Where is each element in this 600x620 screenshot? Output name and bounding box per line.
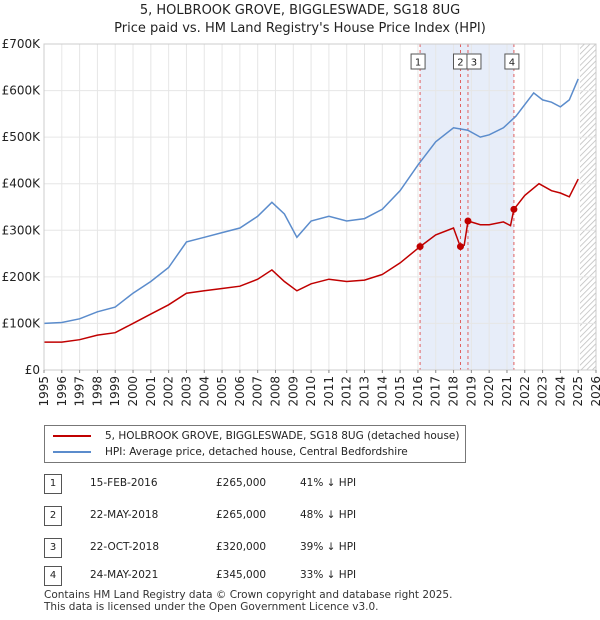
x-tick-label: 2013 xyxy=(358,376,372,407)
x-tick-label: 2016 xyxy=(411,376,425,407)
plot-area: 1 2 3 4 £0 £100K £200K £300K £400K £500K £600K £700… xyxy=(2,37,600,407)
transaction-date: 22-OCT-2018 xyxy=(90,541,159,553)
x-tick-label: 2006 xyxy=(233,376,247,407)
transaction-row: 4 24-MAY-2021 £345,000 33% ↓ HPI xyxy=(44,566,404,586)
y-tick-label: £300K xyxy=(2,223,42,237)
x-tick-label: 2023 xyxy=(536,376,550,407)
transaction-hpi: 39% ↓ HPI xyxy=(300,541,357,553)
hpi-line xyxy=(43,78,579,325)
sale-label-box xyxy=(410,53,426,70)
transaction-date: 24-MAY-2021 xyxy=(90,569,159,581)
transaction-date: 22-MAY-2018 xyxy=(90,509,159,521)
x-tick-label: 1998 xyxy=(90,376,104,407)
transaction-date: 15-FEB-2016 xyxy=(90,477,158,489)
transaction-number: 2 xyxy=(44,506,62,526)
ownership-span xyxy=(420,44,468,370)
x-tick-label: 2010 xyxy=(304,376,318,407)
y-tick-label: £100K xyxy=(2,316,42,330)
property-price-line xyxy=(44,178,579,343)
x-tick-label: 2004 xyxy=(197,376,211,407)
chart-title: 5, HOLBROOK GROVE, BIGGLESWADE, SG18 8UG xyxy=(140,3,460,18)
x-tick-label: 2024 xyxy=(553,376,567,407)
x-tick-label: 2002 xyxy=(162,376,176,407)
x-tick-label: 2007 xyxy=(251,376,265,407)
price-chart: 5, HOLBROOK GROVE, BIGGLESWADE, SG18 8UG… xyxy=(2,3,600,407)
x-tick-label: 1997 xyxy=(73,376,87,407)
projection-area xyxy=(579,44,596,370)
transaction-row: 1 15-FEB-2016 £265,000 41% ↓ HPI xyxy=(44,474,404,494)
x-tick-label: 2000 xyxy=(126,376,140,407)
sale-label-box xyxy=(466,53,482,70)
transaction-price: £265,000 xyxy=(216,477,267,489)
legend-item-property: 5, HOLBROOK GROVE, BIGGLESWADE, SG18 8UG… xyxy=(53,428,460,444)
x-tick-label: 2025 xyxy=(571,376,585,407)
legend-item-hpi: HPI: Average price, detached house, Cent… xyxy=(53,444,408,460)
transaction-row: 2 22-MAY-2018 £265,000 48% ↓ HPI xyxy=(44,506,404,526)
ownership-span xyxy=(467,44,514,370)
y-tick-label: £200K xyxy=(2,270,42,284)
x-tick-label: 2021 xyxy=(500,376,514,407)
sale-point xyxy=(464,217,472,225)
legend-label-property: 5, HOLBROOK GROVE, BIGGLESWADE, SG18 8UG… xyxy=(105,430,460,442)
x-tick-label: 2009 xyxy=(286,376,300,407)
x-tick-label: 2026 xyxy=(589,376,600,407)
y-tick-label: £700K xyxy=(2,37,42,51)
transaction-hpi: 33% ↓ HPI xyxy=(300,569,357,581)
x-tick-label: 2019 xyxy=(464,376,478,407)
x-tick-label: 2001 xyxy=(144,376,158,407)
transaction-price: £265,000 xyxy=(216,509,267,521)
footer-line-copyright: Contains HM Land Registry data © Crown c… xyxy=(44,589,453,601)
x-tick-label: 2017 xyxy=(429,376,443,407)
x-tick-label: 2005 xyxy=(215,376,229,407)
x-tick-label: 2012 xyxy=(340,376,354,407)
y-tick-label: £400K xyxy=(2,177,42,191)
sale-point xyxy=(456,243,464,251)
sale-label: 1 xyxy=(415,58,421,69)
x-tick-label: 1996 xyxy=(55,376,69,407)
sale-label-box xyxy=(504,53,520,70)
transaction-number: 4 xyxy=(44,566,62,586)
transaction-price: £320,000 xyxy=(216,541,267,553)
footer: Contains HM Land Registry data © Crown c… xyxy=(44,589,452,613)
transaction-price: £345,000 xyxy=(216,569,267,581)
legend-swatch-hpi xyxy=(53,451,91,453)
x-tick-label: 2008 xyxy=(268,376,282,407)
legend-label-hpi: HPI: Average price, detached house, Cent… xyxy=(105,446,408,458)
x-tick-label: 2003 xyxy=(179,376,193,407)
x-tick-label: 2015 xyxy=(393,376,407,407)
transaction-hpi: 48% ↓ HPI xyxy=(300,509,357,521)
x-tick-label: 1995 xyxy=(37,376,51,407)
transaction-row: 3 22-OCT-2018 £320,000 39% ↓ HPI xyxy=(44,538,404,558)
sale-point xyxy=(510,205,518,213)
sale-label: 4 xyxy=(509,58,515,69)
legend-swatch-property xyxy=(53,435,91,437)
x-tick-label: 1999 xyxy=(108,376,122,407)
legend: 5, HOLBROOK GROVE, BIGGLESWADE, SG18 8UG… xyxy=(44,425,466,463)
transaction-number: 1 xyxy=(44,474,62,494)
x-tick-label: 2011 xyxy=(322,376,336,407)
x-tick-label: 2020 xyxy=(482,376,496,407)
transaction-hpi: 41% ↓ HPI xyxy=(300,477,357,489)
x-tick-label: 2014 xyxy=(375,376,389,407)
sale-point xyxy=(416,243,424,251)
footer-line-licence: This data is licensed under the Open Gov… xyxy=(44,601,379,613)
x-tick-label: 2018 xyxy=(447,376,461,407)
y-tick-label: £500K xyxy=(2,130,42,144)
transaction-number: 3 xyxy=(44,538,62,558)
x-tick-label: 2022 xyxy=(518,376,532,407)
plot-frame xyxy=(43,43,597,371)
chart-subtitle: Price paid vs. HM Land Registry's House … xyxy=(114,21,486,36)
y-tick-label: £0 xyxy=(25,363,40,377)
sale-label: 2 xyxy=(457,58,463,69)
sale-label: 3 xyxy=(471,58,477,69)
y-tick-label: £600K xyxy=(2,84,42,98)
